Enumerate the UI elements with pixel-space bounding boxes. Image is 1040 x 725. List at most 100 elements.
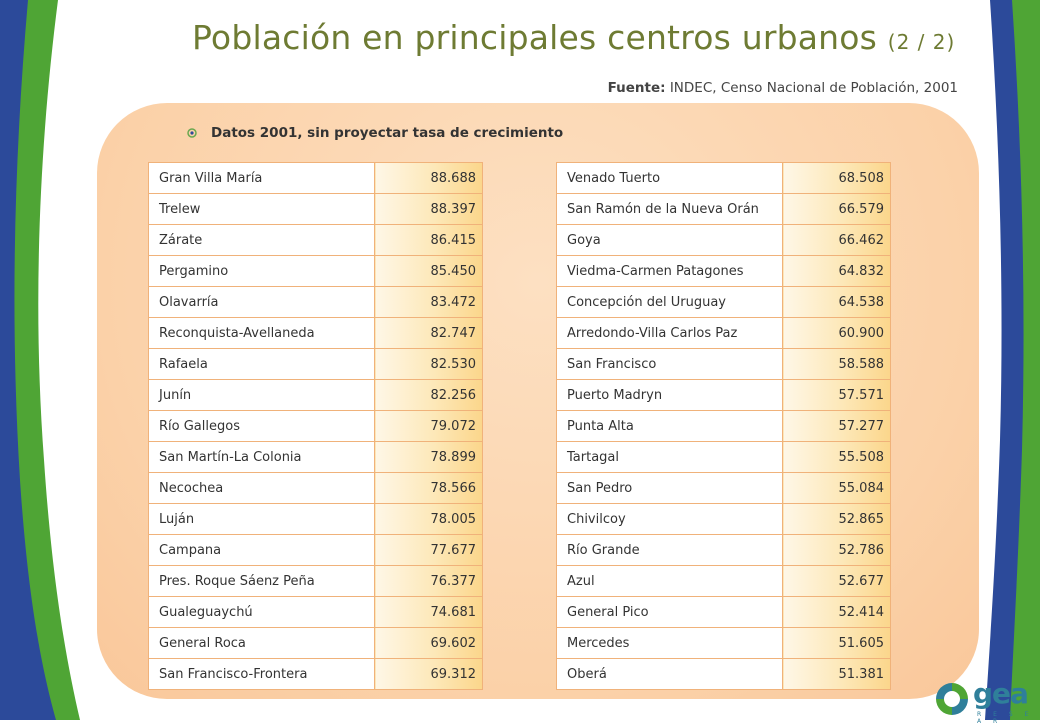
population-value: 74.681 [374,596,483,628]
population-value: 78.005 [374,503,483,535]
page-indicator: (2 / 2) [887,30,956,54]
city-name: Azul [556,565,783,597]
population-value: 76.377 [374,565,483,597]
table-row: Goya 66.462 [556,224,891,256]
population-value: 60.900 [782,317,891,349]
population-value: 78.899 [374,441,483,473]
table-row: Viedma-Carmen Patagones 64.832 [556,255,891,287]
table-row: Trelew 88.397 [148,193,483,225]
population-value: 85.450 [374,255,483,287]
city-name: Concepción del Uruguay [556,286,783,318]
population-value: 57.571 [782,379,891,411]
population-value: 52.865 [782,503,891,535]
table-row: Gran Villa María 88.688 [148,162,483,194]
city-name: Pres. Roque Sáenz Peña [148,565,375,597]
city-name: Pergamino [148,255,375,287]
population-table-left: Gran Villa María 88.688 Trelew 88.397 Zárate… [148,162,483,690]
city-name: San Francisco-Frontera [148,658,375,690]
gea-logo-icon [936,683,968,715]
city-name: Trelew [148,193,375,225]
city-name: Arredondo-Villa Carlos Paz [556,317,783,349]
table-row: Río Gallegos 79.072 [148,410,483,442]
city-name: Chivilcoy [556,503,783,535]
page-title: Población en principales centros urbanos… [192,18,955,57]
city-name: Gran Villa María [148,162,375,194]
city-name: Puerto Madryn [556,379,783,411]
table-row: Pergamino 85.450 [148,255,483,287]
city-name: San Francisco [556,348,783,380]
table-row: San Ramón de la Nueva Orán 66.579 [556,193,891,225]
table-row: Campana 77.677 [148,534,483,566]
city-name: General Pico [556,596,783,628]
city-name: Goya [556,224,783,256]
city-name: Luján [148,503,375,535]
city-name: Viedma-Carmen Patagones [556,255,783,287]
population-value: 55.508 [782,441,891,473]
table-row: San Francisco 58.588 [556,348,891,380]
city-name: Olavarría [148,286,375,318]
title-text: Población en principales centros urbanos [192,18,878,57]
population-value: 55.084 [782,472,891,504]
subtitle-bullet: Datos 2001, sin proyectar tasa de crecim… [187,125,563,141]
city-name: General Roca [148,627,375,659]
bullet-icon [187,128,197,138]
population-value: 69.312 [374,658,483,690]
table-row: Arredondo-Villa Carlos Paz 60.900 [556,317,891,349]
population-value: 51.381 [782,658,891,690]
right-green-swoosh [1010,0,1040,720]
population-value: 64.538 [782,286,891,318]
population-table-right: Venado Tuerto 68.508 San Ramón de la Nueva… [556,162,891,690]
population-value: 77.677 [374,534,483,566]
table-row: San Pedro 55.084 [556,472,891,504]
city-name: San Ramón de la Nueva Orán [556,193,783,225]
city-name: Mercedes [556,627,783,659]
source-text: INDEC, Censo Nacional de Población, 2001 [669,80,958,96]
table-row: Río Grande 52.786 [556,534,891,566]
city-name: Campana [148,534,375,566]
table-row: San Martín-La Colonia 78.899 [148,441,483,473]
table-row: General Roca 69.602 [148,627,483,659]
population-value: 79.072 [374,410,483,442]
city-name: Río Grande [556,534,783,566]
left-blue-swoosh [0,0,56,720]
population-value: 82.747 [374,317,483,349]
population-value: 82.530 [374,348,483,380]
table-row: Olavarría 83.472 [148,286,483,318]
table-row: San Francisco-Frontera 69.312 [148,658,483,690]
city-name: Oberá [556,658,783,690]
city-name: San Pedro [556,472,783,504]
city-name: Reconquista-Avellaneda [148,317,375,349]
city-name: Venado Tuerto [556,162,783,194]
population-value: 66.462 [782,224,891,256]
table-row: Pres. Roque Sáenz Peña 76.377 [148,565,483,597]
city-name: Zárate [148,224,375,256]
table-row: Necochea 78.566 [148,472,483,504]
city-name: Necochea [148,472,375,504]
population-value: 69.602 [374,627,483,659]
subtitle-text: Datos 2001, sin proyectar tasa de crecim… [211,125,564,141]
population-value: 86.415 [374,224,483,256]
table-row: Oberá 51.381 [556,658,891,690]
table-row: Luján 78.005 [148,503,483,535]
source-note: Fuente: INDEC, Censo Nacional de Poblaci… [608,80,958,96]
population-value: 52.786 [782,534,891,566]
table-row: Venado Tuerto 68.508 [556,162,891,194]
table-row: Junín 82.256 [148,379,483,411]
population-value: 52.414 [782,596,891,628]
source-label: Fuente: [607,80,666,96]
table-row: Azul 52.677 [556,565,891,597]
city-name: Gualeguaychú [148,596,375,628]
table-row: Puerto Madryn 57.571 [556,379,891,411]
population-value: 82.256 [374,379,483,411]
table-row: Concepción del Uruguay 64.538 [556,286,891,318]
logo-text: gea [973,677,1029,710]
population-value: 78.566 [374,472,483,504]
population-value: 52.677 [782,565,891,597]
population-value: 58.588 [782,348,891,380]
logo-subtext: R E S E A R [977,711,1034,725]
population-value: 57.277 [782,410,891,442]
table-row: Reconquista-Avellaneda 82.747 [148,317,483,349]
city-name: Punta Alta [556,410,783,442]
city-name: Rafaela [148,348,375,380]
